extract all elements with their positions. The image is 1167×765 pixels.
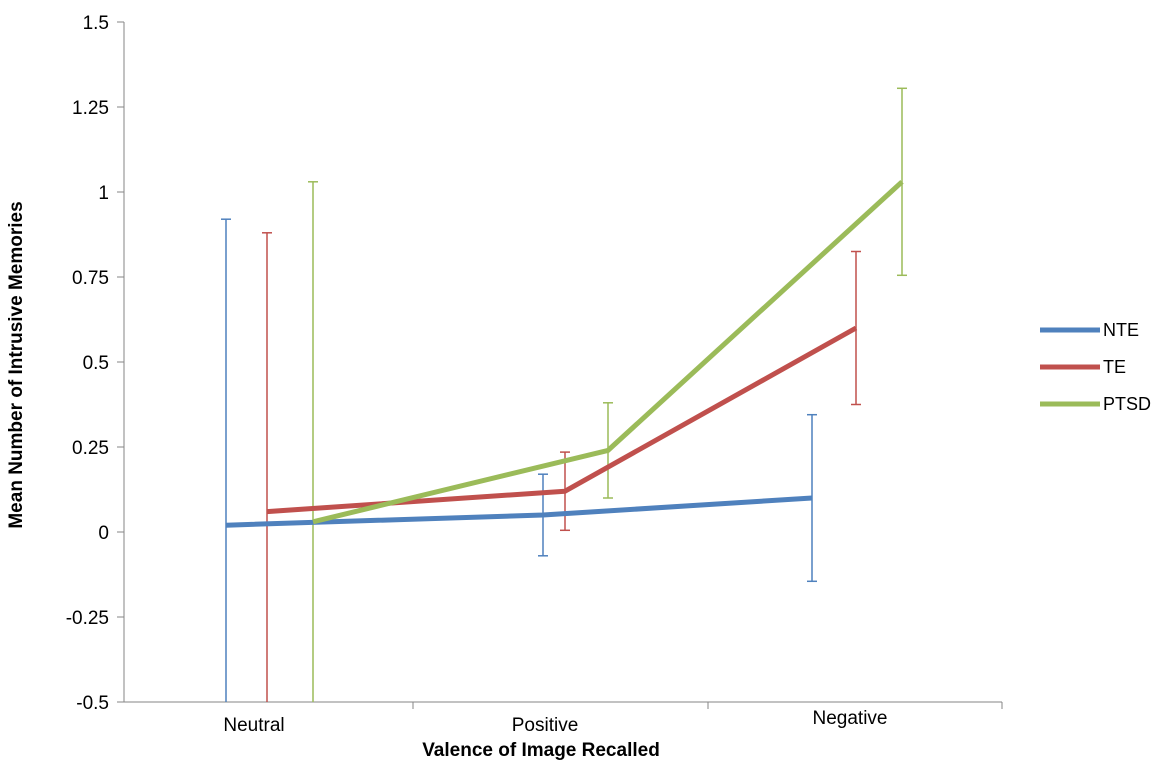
- series-line-ptsd: [312, 179, 904, 525]
- y-tick-label: 0.25: [72, 438, 109, 459]
- plot-area: 1.5 1.25 1 0.75 0.5 0.25 0 -0.25 -0.5 Neutral Posi…: [66, 13, 1003, 736]
- legend-label: PTSD: [1103, 394, 1151, 414]
- y-tick-label: -0.5: [76, 693, 109, 714]
- x-tick-label: Positive: [512, 715, 579, 736]
- y-tick-label: 1: [98, 183, 109, 204]
- x-tick-label: Negative: [813, 708, 888, 729]
- legend-label: TE: [1103, 357, 1126, 377]
- x-axis-title: Valence of Image Recalled: [422, 740, 660, 761]
- legend-label: NTE: [1103, 320, 1139, 340]
- legend-item-te: TE: [1040, 357, 1126, 377]
- y-tick-label: 1.5: [83, 13, 109, 34]
- y-tick-label: 1.25: [72, 98, 109, 119]
- series-line-te: [266, 325, 858, 515]
- y-axis-title: Mean Number of Intrusive Memories: [6, 201, 27, 528]
- legend: NTE TE PTSD: [1040, 320, 1151, 414]
- legend-item-ptsd: PTSD: [1040, 394, 1151, 414]
- series-line-nte: [225, 495, 813, 528]
- y-tick-label: 0.75: [72, 268, 109, 289]
- legend-item-nte: NTE: [1040, 320, 1139, 340]
- x-tick-label: Neutral: [223, 715, 284, 736]
- y-tick-label: -0.25: [66, 608, 109, 629]
- y-tick-label: 0.5: [83, 353, 109, 374]
- y-tick-label: 0: [98, 523, 109, 544]
